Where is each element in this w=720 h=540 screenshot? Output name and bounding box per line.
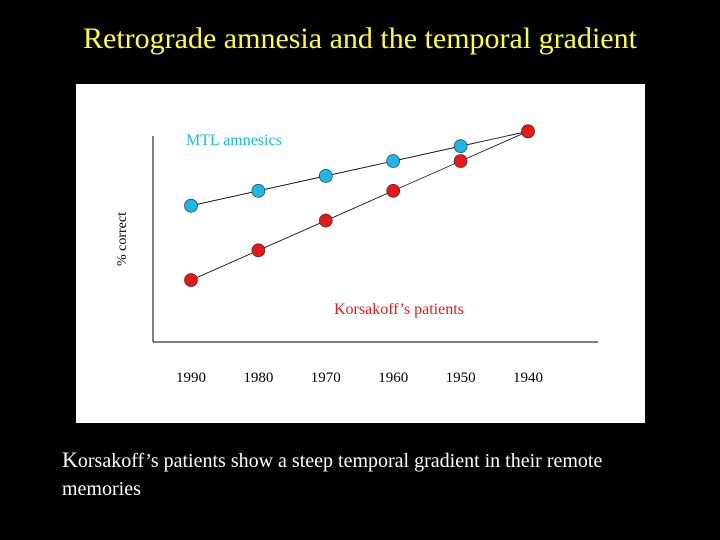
x-tick-label: 1950 — [446, 370, 476, 386]
x-tick-label: 1940 — [513, 370, 543, 386]
x-tick-label: 1960 — [378, 370, 408, 386]
series-line — [190, 130, 529, 281]
data-point — [319, 213, 333, 228]
x-tick-label: 1970 — [311, 370, 341, 386]
slide-title: Retrograde amnesia and the temporal grad… — [83, 22, 637, 55]
x-tick-label: 1990 — [176, 370, 206, 386]
caption: Korsakoff’s patients show a steep tempor… — [62, 446, 662, 503]
y-axis-label: % correct — [115, 212, 130, 266]
data-point — [251, 184, 266, 198]
x-tick-label: 1980 — [243, 370, 273, 386]
data-point — [386, 184, 401, 198]
series-label: Korsakoff’s patients — [334, 301, 464, 318]
chart-panel: % correct 1990 1980 1970 1960 1950 1940 MTL amn… — [76, 84, 645, 423]
line-chart: % correct 1990 1980 1970 1960 1950 1940 MTL amn… — [115, 124, 598, 386]
data-point — [184, 273, 198, 287]
data-point — [453, 154, 468, 168]
caption-first-letter: K — [62, 447, 78, 472]
caption-text: orsakoff’s patients show a steep tempora… — [62, 450, 603, 500]
series-label: MTL amnesics — [186, 132, 282, 149]
data-point — [521, 124, 535, 139]
data-point — [319, 169, 333, 183]
data-point — [386, 154, 401, 168]
data-point — [453, 139, 468, 153]
data-point — [184, 198, 198, 213]
data-point — [251, 243, 266, 258]
series-line — [190, 130, 529, 207]
